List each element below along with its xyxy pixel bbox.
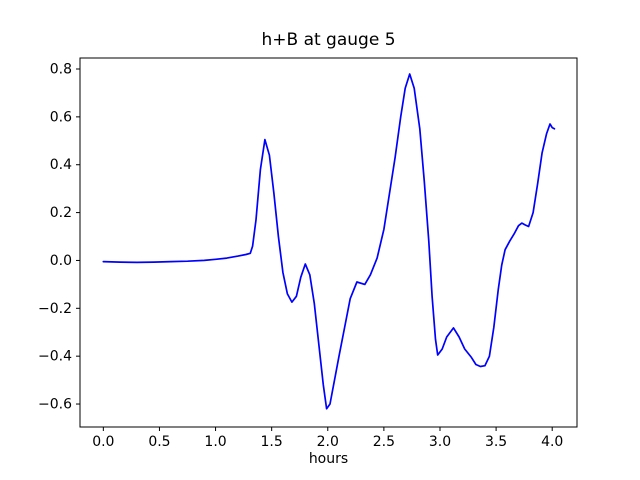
x-tick-label: 1.5	[261, 434, 283, 450]
series-line-h-plus-b	[102, 73, 556, 410]
y-axis-ticks: −0.6 −0.4 −0.2 0.0 0.2 0.4 0.6 0.8	[38, 62, 80, 413]
y-tick-label: 0.0	[50, 253, 72, 269]
x-tick-label: 0.0	[92, 434, 114, 450]
x-tick-label: 3.0	[429, 434, 451, 450]
y-tick-label: 0.6	[50, 109, 72, 125]
x-tick-label: 0.5	[148, 434, 170, 450]
x-tick-label: 2.5	[373, 434, 395, 450]
y-tick-label: 0.2	[50, 205, 72, 221]
y-tick-label: 0.8	[50, 62, 72, 78]
x-axis-label: hours	[309, 451, 348, 467]
x-axis-ticks: 0.0 0.5 1.0 1.5 2.0 2.5 3.0 3.5 4.0	[92, 427, 563, 450]
x-tick-label: 4.0	[541, 434, 563, 450]
y-tick-label: −0.4	[38, 349, 72, 365]
x-tick-label: 1.0	[204, 434, 226, 450]
chart-title: h+B at gauge 5	[261, 30, 395, 50]
x-tick-label: 2.0	[317, 434, 339, 450]
x-tick-label: 3.5	[485, 434, 507, 450]
y-tick-label: −0.6	[38, 397, 72, 413]
y-tick-label: −0.2	[38, 301, 72, 317]
axes-frame	[79, 57, 578, 428]
y-tick-label: 0.4	[50, 157, 72, 173]
